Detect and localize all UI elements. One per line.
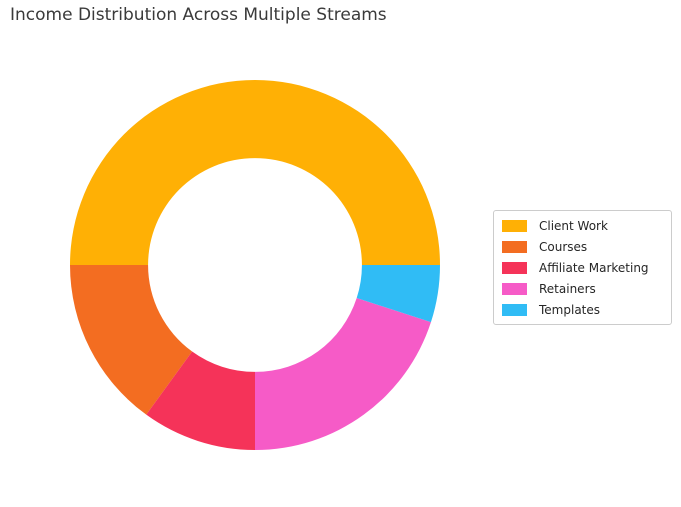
legend: Client Work Courses Affiliate Marketing … [493,210,672,325]
pie-segment-affiliate-marketing [146,351,255,450]
legend-item-courses: Courses [502,236,663,257]
pie-segment-retainers [255,298,431,450]
pie-segment-courses [70,265,193,415]
chart-title: Income Distribution Across Multiple Stre… [10,5,387,25]
legend-label-retainers: Retainers [539,281,596,296]
legend-label-client-work: Client Work [539,218,608,233]
legend-swatch-retainers [502,282,527,295]
pie-segment-client-work [70,80,440,265]
legend-item-retainers: Retainers [502,278,663,299]
legend-swatch-courses [502,240,527,253]
legend-item-affiliate-marketing: Affiliate Marketing [502,257,663,278]
legend-item-client-work: Client Work [502,215,663,236]
pie-segment-templates [356,265,440,323]
legend-label-templates: Templates [539,302,601,317]
legend-swatch-client-work [502,219,527,232]
legend-label-affiliate-marketing: Affiliate Marketing [539,260,649,275]
legend-swatch-templates [502,303,527,316]
legend-item-templates: Templates [502,299,663,320]
legend-swatch-affiliate-marketing [502,261,527,274]
legend-label-courses: Courses [539,239,588,254]
